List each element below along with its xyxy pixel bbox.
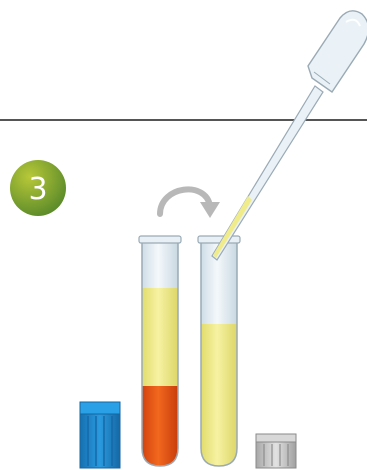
source-tube: [138, 235, 182, 467]
target-tube: [197, 235, 241, 467]
clot-layer: [142, 386, 178, 466]
grey-cap: [255, 433, 297, 469]
curved-arrow-icon: [157, 186, 220, 218]
serum-layer: [142, 288, 178, 388]
blue-cap: [79, 401, 121, 469]
pipette-icon: [211, 10, 367, 261]
step-badge: 3: [10, 160, 66, 216]
step-number: 3: [28, 172, 47, 207]
transferred-serum: [201, 324, 237, 466]
